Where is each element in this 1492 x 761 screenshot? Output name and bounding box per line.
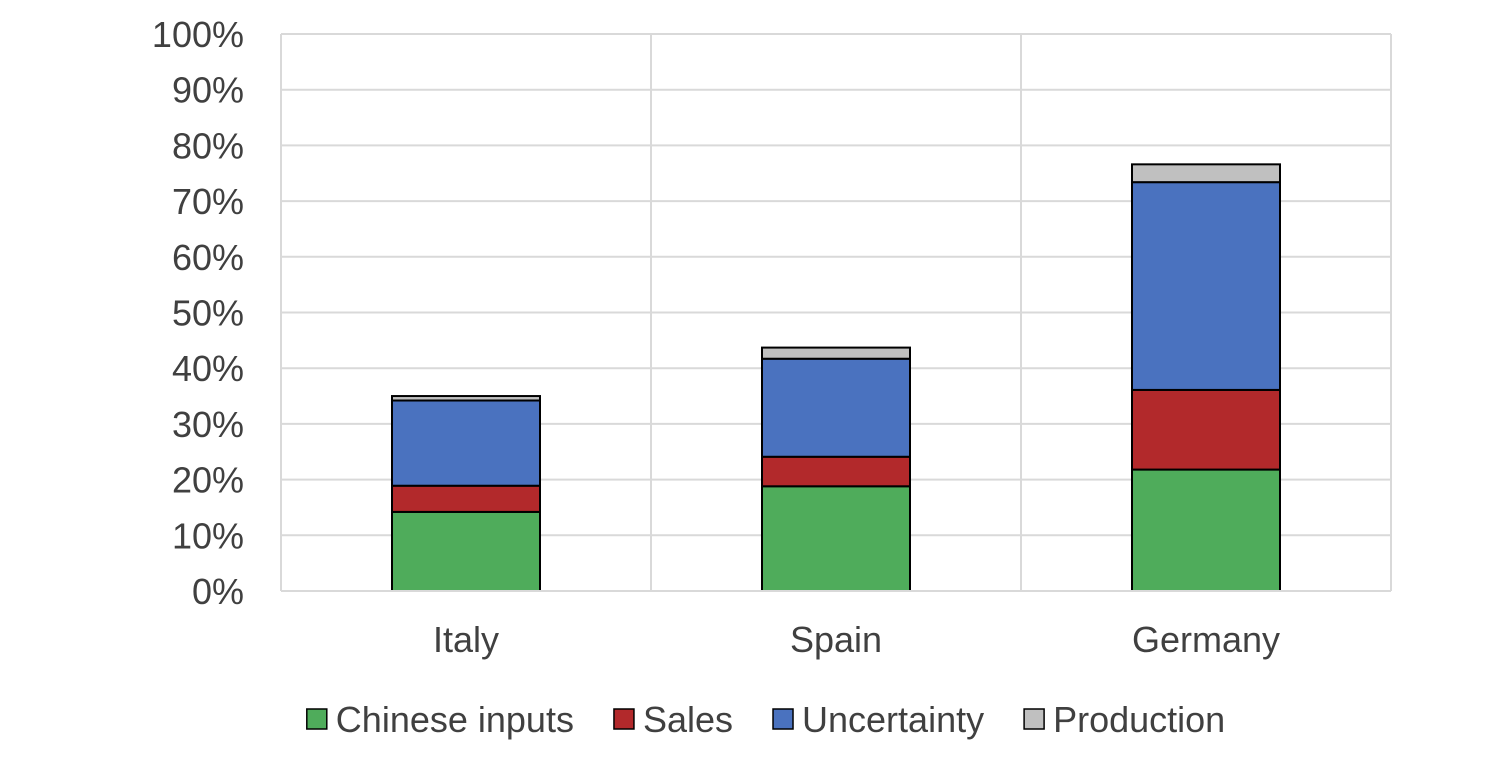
x-category-label: Spain bbox=[790, 619, 882, 660]
legend-swatch-sales bbox=[613, 708, 635, 730]
bar-segment-production bbox=[1131, 163, 1281, 184]
y-tick-label: 80% bbox=[172, 125, 244, 166]
bar-segment-uncertainty bbox=[1131, 181, 1281, 391]
bar-segment-production bbox=[761, 346, 911, 360]
legend-label-chinese-inputs: Chinese inputs bbox=[336, 699, 574, 740]
y-tick-label: 20% bbox=[172, 460, 244, 501]
y-tick-label: 10% bbox=[172, 515, 244, 556]
bar-segment-sales bbox=[391, 484, 541, 513]
legend-swatch-production bbox=[1023, 708, 1045, 730]
y-tick-label: 40% bbox=[172, 348, 244, 389]
bar-segment-production bbox=[391, 395, 541, 402]
bar-segment-sales bbox=[1131, 388, 1281, 471]
y-tick-label: 50% bbox=[172, 293, 244, 334]
bar-segment-sales bbox=[761, 455, 911, 488]
legend-swatch-uncertainty bbox=[772, 708, 794, 730]
legend-label-production: Production bbox=[1053, 699, 1225, 740]
legend-label-uncertainty: Uncertainty bbox=[802, 699, 984, 740]
bar-segment-chinese-inputs bbox=[391, 510, 541, 593]
y-tick-label: 60% bbox=[172, 237, 244, 278]
bar-segment-chinese-inputs bbox=[1131, 468, 1281, 593]
x-category-label: Germany bbox=[1132, 619, 1280, 660]
y-tick-label: 90% bbox=[172, 70, 244, 111]
legend-swatch-chinese-inputs bbox=[306, 708, 328, 730]
legend: Chinese inputs Sales Uncertainty Production bbox=[306, 699, 1225, 740]
bars bbox=[391, 163, 1281, 593]
y-tick-label: 70% bbox=[172, 181, 244, 222]
axes: 0% 10% 20% 30% 40% 50% 60% 70% 80% 90% 100% Italy Sp… bbox=[152, 14, 1391, 660]
bar-segment-uncertainty bbox=[761, 357, 911, 458]
bar-segment-chinese-inputs bbox=[761, 485, 911, 592]
y-tick-label: 100% bbox=[152, 14, 244, 55]
x-category-label: Italy bbox=[433, 619, 499, 660]
y-tick-label: 0% bbox=[192, 571, 244, 612]
legend-label-sales: Sales bbox=[643, 699, 733, 740]
y-tick-label: 30% bbox=[172, 404, 244, 445]
bar-segment-uncertainty bbox=[391, 399, 541, 487]
